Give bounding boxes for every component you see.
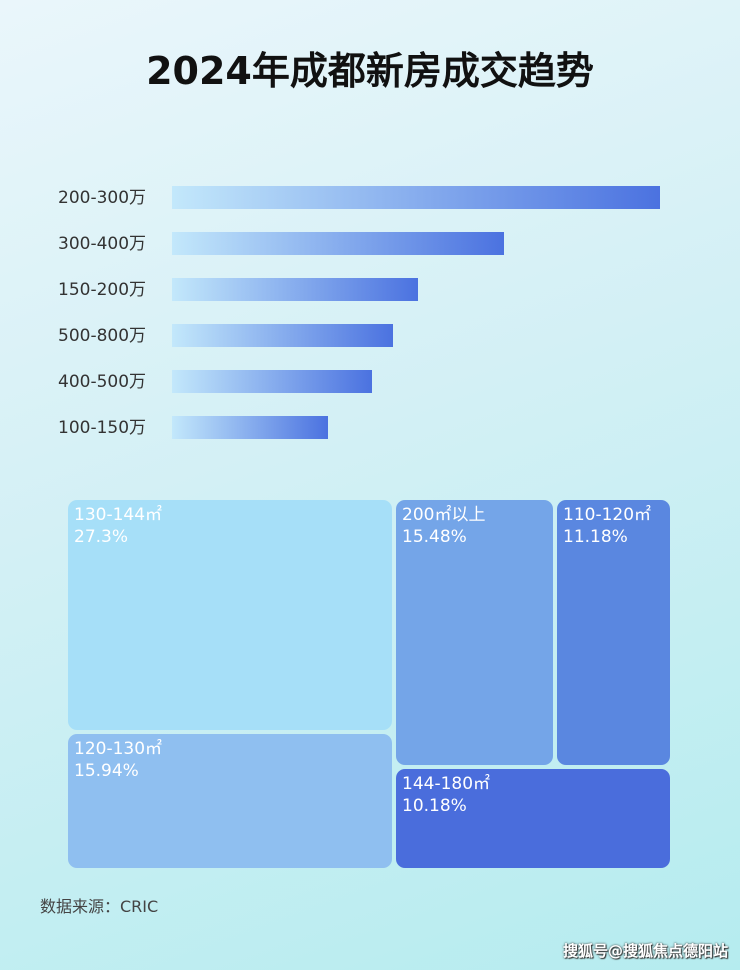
tile-value: 11.18% [563, 527, 628, 547]
bar [172, 416, 329, 439]
tile-value: 15.94% [74, 761, 139, 781]
tile-value: 27.3% [74, 527, 129, 547]
treemap-tile: 200㎡以上 15.48% [396, 500, 553, 765]
watermark: 搜狐号@搜狐焦点德阳站 [562, 942, 728, 960]
treemap-tile: 110-120㎡ 11.18% [557, 500, 670, 765]
bar [172, 370, 373, 393]
tile-label: 120-130㎡ [74, 739, 163, 759]
tile-label: 200㎡以上 [402, 505, 486, 525]
tile-label: 130-144㎡ [74, 505, 163, 525]
bar [172, 278, 418, 301]
bar-label: 200-300万 [58, 188, 147, 208]
treemap-tile: 130-144㎡ 27.3% [68, 500, 392, 730]
tile-value: 15.48% [402, 527, 467, 547]
treemap-tile: 120-130㎡ 15.94% [68, 734, 392, 868]
tile-label: 110-120㎡ [563, 505, 652, 525]
tile-value: 10.18% [402, 796, 467, 816]
bar-label: 300-400万 [58, 234, 147, 254]
bar [172, 232, 504, 255]
bar-label: 150-200万 [58, 280, 147, 300]
bar [172, 324, 394, 347]
source-note: 数据来源：CRIC [40, 897, 159, 916]
treemap-tile: 144-180㎡ 10.18% [396, 769, 670, 868]
bar-label: 100-150万 [58, 418, 147, 438]
tile-label: 144-180㎡ [402, 774, 491, 794]
bar-label: 400-500万 [58, 372, 147, 392]
bar [172, 186, 660, 209]
chart-title: 2024年成都新房成交趋势 [146, 49, 594, 93]
bar-label: 500-800万 [58, 326, 147, 346]
